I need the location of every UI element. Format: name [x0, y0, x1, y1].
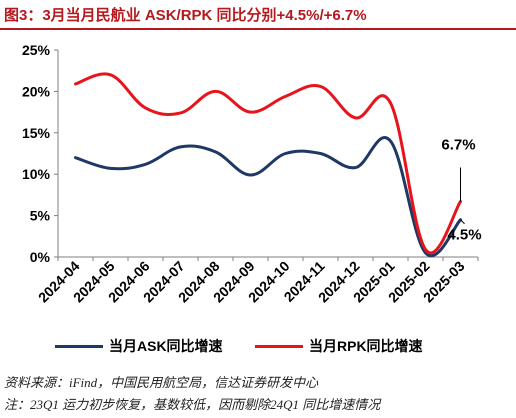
legend-swatch-rpk [255, 344, 303, 348]
figure-title: 图3：3月当月民航业 ASK/RPK 同比分别+4.5%/+6.7% [4, 7, 367, 24]
annotation-label: 6.7% [441, 137, 475, 154]
title-rule [0, 28, 516, 30]
legend-swatch-ask [55, 344, 103, 348]
chart-legend: 当月ASK同比增速 当月RPK同比增速 [0, 336, 516, 358]
footnote: 注：23Q1 运力初步恢复，基数较低，因而剔除24Q1 同比增速情况 [4, 397, 381, 412]
y-tick-label: 0% [30, 249, 51, 265]
chart-lines [74, 72, 462, 258]
legend-item-rpk: 当月RPK同比增速 [255, 336, 423, 356]
legend-label-ask: 当月ASK同比增速 [109, 338, 223, 354]
y-tick-label: 15% [22, 125, 51, 141]
legend-label-rpk: 当月RPK同比增速 [309, 338, 423, 354]
y-tick-label: 5% [30, 208, 51, 224]
rpk-series-line [74, 72, 462, 255]
source-note: 资料来源：iFind，中国民用航空局，信达证券研发中心 [4, 375, 319, 390]
y-tick-label: 20% [22, 83, 51, 99]
y-tick-label: 10% [22, 166, 51, 182]
chart-annotations: 6.7% 4.5% [441, 137, 481, 244]
annotation-leader [460, 219, 465, 225]
y-tick-label: 25% [22, 42, 51, 58]
legend-item-ask: 当月ASK同比增速 [55, 336, 223, 356]
ask-series-line [74, 136, 462, 258]
annotation-label: 4.5% [447, 227, 481, 244]
